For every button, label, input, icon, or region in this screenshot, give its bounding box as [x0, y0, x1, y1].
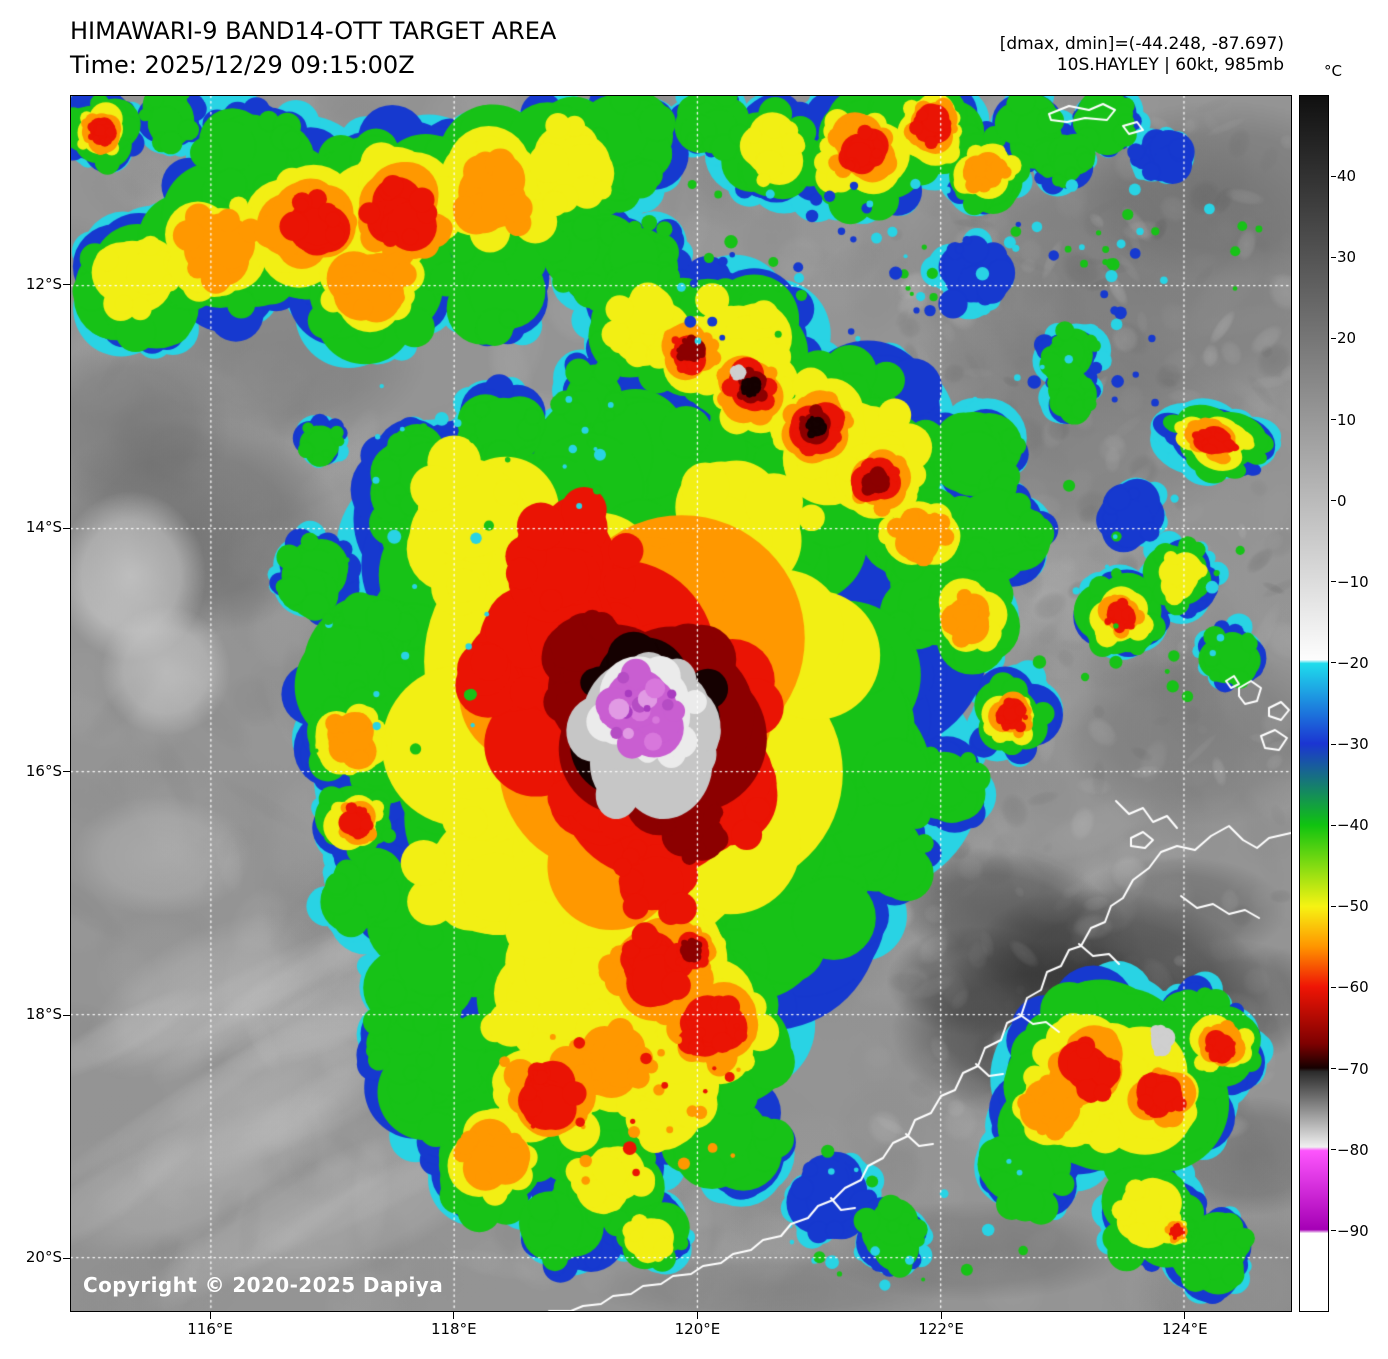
colorbar-tick-mark	[1331, 1068, 1336, 1070]
lon-tick-mark	[1184, 1312, 1186, 1319]
colorbar-tick-mark	[1331, 500, 1336, 502]
colorbar-tick-mark	[1331, 905, 1336, 907]
lon-tick-label: 124°E	[1161, 1320, 1208, 1338]
colorbar-tick-label: −20	[1337, 653, 1369, 672]
colorbar-tick-mark	[1331, 419, 1336, 421]
lon-tick-mark	[209, 1312, 211, 1319]
colorbar-tick-mark	[1331, 256, 1336, 258]
colorbar	[1299, 95, 1329, 1312]
lat-tick-mark	[63, 771, 70, 773]
colorbar-tick-mark	[1331, 743, 1336, 745]
satellite-image-canvas	[71, 96, 1291, 1311]
colorbar-tick-label: −70	[1337, 1059, 1369, 1078]
colorbar-tick-label: 20	[1337, 329, 1357, 348]
figure-title: HIMAWARI-9 BAND14-OTT TARGET AREA	[70, 17, 557, 45]
lon-tick-mark	[940, 1312, 942, 1319]
colorbar-tick-mark	[1331, 337, 1336, 339]
lon-tick-label: 118°E	[430, 1320, 477, 1338]
colorbar-tick-mark	[1331, 986, 1336, 988]
lat-tick-label: 16°S	[25, 761, 62, 780]
colorbar-tick-label: 10	[1337, 410, 1357, 429]
storm-info-label: 10S.HAYLEY | 60kt, 985mb	[1056, 55, 1284, 75]
lon-tick-label: 116°E	[187, 1320, 233, 1338]
lat-tick-mark	[63, 1014, 70, 1016]
colorbar-tick-label: −80	[1337, 1140, 1369, 1159]
info-block: [dmax, dmin]=(-44.248, -87.697) 10S.HAYL…	[1000, 34, 1284, 76]
colorbar-tick-mark	[1331, 1149, 1336, 1151]
colorbar-tick-mark	[1331, 175, 1336, 177]
copyright-label: Copyright © 2020-2025 Dapiya	[83, 1273, 444, 1297]
dmax-dmin-label: [dmax, dmin]=(-44.248, -87.697)	[999, 34, 1284, 54]
lat-tick-label: 14°S	[25, 518, 62, 537]
colorbar-tick-label: 40	[1337, 167, 1357, 186]
lon-tick-label: 120°E	[674, 1320, 721, 1338]
satellite-map: Copyright © 2020-2025 Dapiya	[70, 95, 1292, 1312]
lat-tick-mark	[63, 527, 70, 529]
lon-tick-mark	[453, 1312, 455, 1319]
colorbar-tick-mark	[1331, 581, 1336, 583]
colorbar-unit-label: °C	[1324, 62, 1342, 80]
colorbar-tick-label: −90	[1337, 1221, 1369, 1240]
figure-time: Time: 2025/12/29 09:15:00Z	[70, 51, 415, 79]
lon-tick-label: 122°E	[918, 1320, 964, 1338]
lat-tick-mark	[63, 284, 70, 286]
colorbar-tick-label: −40	[1337, 816, 1369, 835]
colorbar-tick-mark	[1331, 824, 1336, 826]
colorbar-tick-label: 0	[1337, 491, 1347, 510]
colorbar-tick-label: −10	[1337, 572, 1369, 591]
lat-tick-label: 20°S	[25, 1248, 62, 1267]
lat-tick-mark	[63, 1257, 70, 1259]
lat-tick-label: 12°S	[25, 274, 62, 293]
colorbar-gradient	[1300, 96, 1328, 1311]
colorbar-tick-mark	[1331, 662, 1336, 664]
title-block: HIMAWARI-9 BAND14-OTT TARGET AREA Time: …	[70, 14, 556, 82]
colorbar-tick-label: −30	[1337, 735, 1369, 754]
colorbar-tick-label: −60	[1337, 978, 1369, 997]
colorbar-tick-label: −50	[1337, 897, 1369, 916]
lon-tick-mark	[696, 1312, 698, 1319]
lat-tick-label: 18°S	[25, 1005, 62, 1024]
colorbar-tick-label: 30	[1337, 248, 1357, 267]
colorbar-tick-mark	[1331, 1230, 1336, 1232]
